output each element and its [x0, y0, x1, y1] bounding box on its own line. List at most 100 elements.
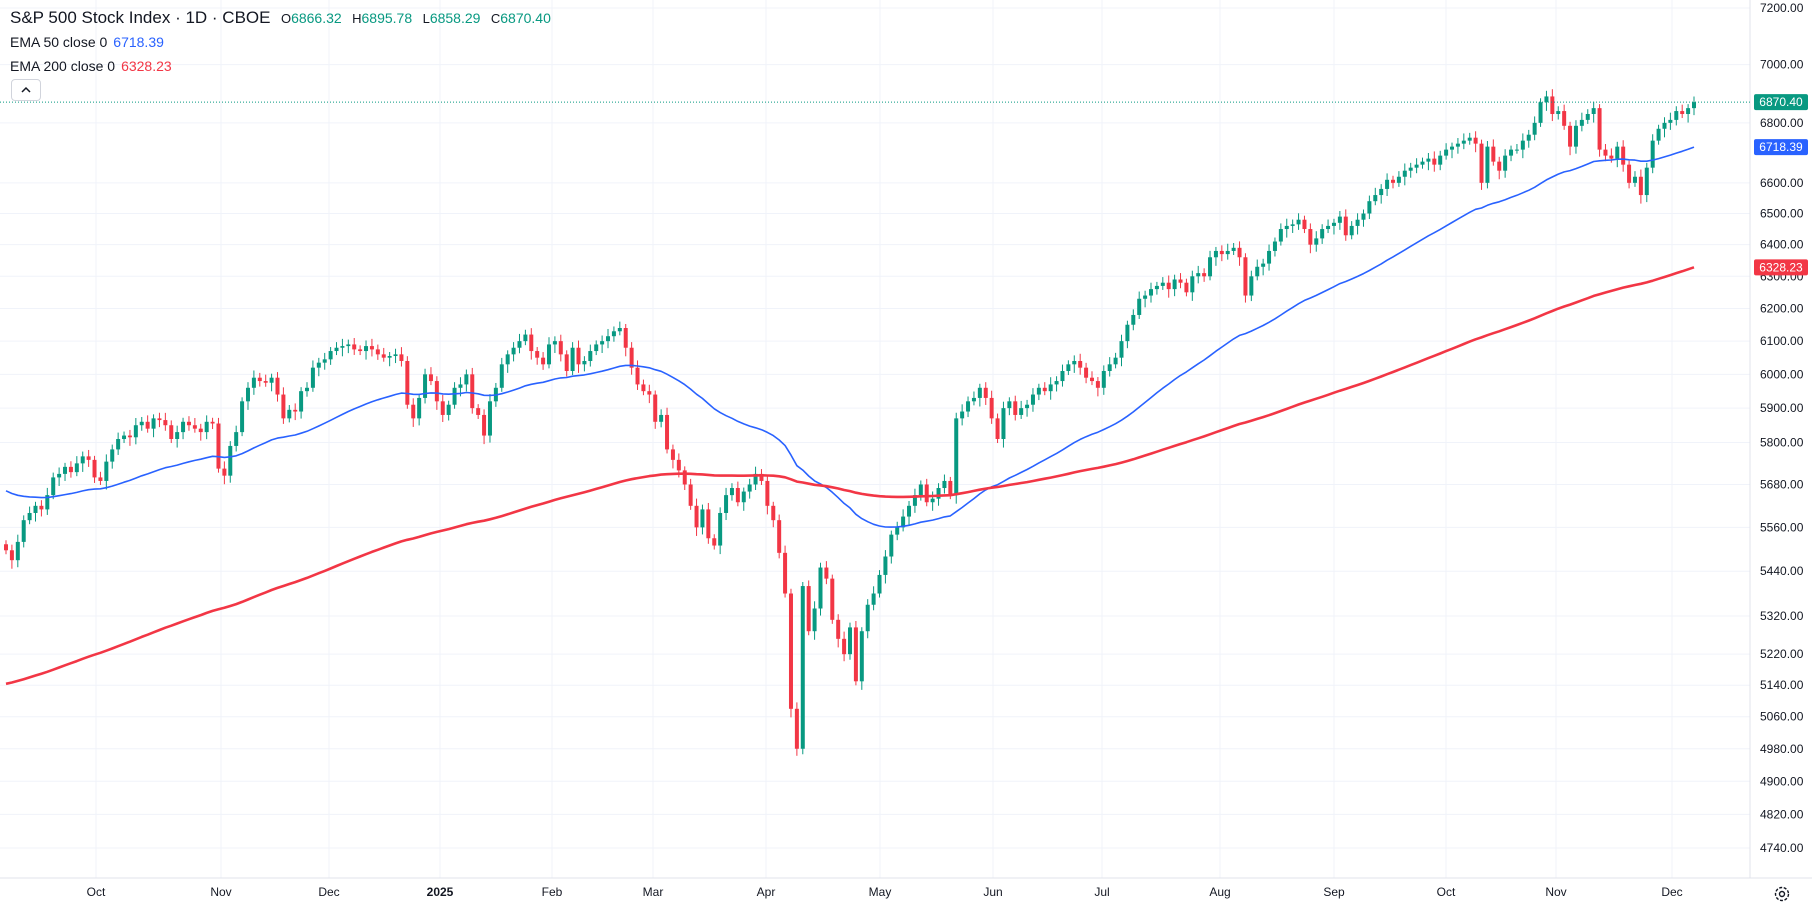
y-tick-label: 6500.00: [1760, 207, 1804, 221]
candle: [352, 338, 357, 355]
candle: [1692, 96, 1696, 116]
candle: [1190, 270, 1195, 301]
candle: [600, 335, 605, 353]
candle: [1674, 106, 1679, 126]
candle: [145, 415, 150, 433]
candle: [1426, 153, 1431, 171]
symbol-title[interactable]: S&P 500 Stock Index · 1D · CBOE: [10, 8, 271, 27]
ema200-legend[interactable]: EMA 200 close 0 6328.23: [10, 54, 551, 78]
y-tick-label: 4740.00: [1760, 841, 1804, 855]
candle: [464, 369, 469, 392]
ema50-badge: 6718.39: [1754, 139, 1808, 156]
candle: [995, 413, 1000, 444]
candle: [328, 347, 333, 365]
candle: [1149, 282, 1154, 303]
x-tick-label: Aug: [1209, 885, 1230, 899]
candle: [783, 545, 788, 598]
candle: [186, 416, 191, 431]
candle: [511, 342, 516, 362]
candle: [446, 400, 451, 421]
candle: [364, 340, 369, 360]
y-tick-label: 6100.00: [1760, 334, 1804, 348]
candle: [1408, 162, 1413, 178]
candle: [1107, 357, 1112, 377]
x-tick-label: Oct: [87, 885, 106, 899]
candle: [1166, 275, 1171, 298]
candle: [1208, 250, 1213, 281]
candle: [169, 420, 174, 444]
ema50-legend[interactable]: EMA 50 close 0 6718.39: [10, 30, 551, 54]
candle: [777, 514, 782, 559]
ema200-line[interactable]: [5, 266, 1695, 686]
candle: [1060, 364, 1065, 387]
x-tick-label: Jul: [1094, 885, 1109, 899]
candle: [1007, 397, 1012, 416]
candle: [163, 412, 168, 431]
candle: [1621, 140, 1626, 172]
candle: [1420, 157, 1425, 169]
ema200-label: EMA 200 close 0: [10, 58, 116, 74]
y-tick-label: 4980.00: [1760, 742, 1804, 756]
candle: [1349, 221, 1354, 240]
candle: [1650, 134, 1655, 174]
open-label: O: [280, 11, 292, 26]
candle: [63, 462, 68, 481]
candle: [564, 350, 569, 377]
candle: [865, 599, 870, 639]
candle: [1213, 246, 1218, 266]
candle: [33, 501, 38, 522]
candle: [1526, 129, 1531, 148]
candle: [966, 396, 971, 418]
candle: [1579, 112, 1584, 132]
candle: [977, 383, 982, 407]
candle: [788, 588, 793, 718]
candle: [930, 491, 935, 511]
candle: [1119, 334, 1124, 367]
candle: [1680, 104, 1685, 119]
candle: [1538, 98, 1543, 127]
candle: [210, 417, 215, 430]
x-tick-label: 2025: [427, 885, 454, 899]
candle: [1591, 101, 1596, 123]
legend-collapse-button[interactable]: [11, 79, 41, 101]
candle: [1467, 132, 1472, 145]
candle: [1261, 258, 1266, 276]
candle: [1355, 213, 1360, 235]
candle: [1231, 242, 1236, 255]
candle: [39, 500, 44, 517]
candle: [1036, 383, 1041, 401]
candle: [670, 444, 675, 469]
candle: [287, 405, 292, 423]
candle: [1249, 270, 1254, 302]
candle: [375, 344, 380, 360]
candle: [848, 622, 852, 660]
x-tick-label: Nov: [210, 885, 231, 899]
x-tick-label: Mar: [643, 885, 664, 899]
candle: [1414, 158, 1419, 174]
candle: [1125, 320, 1130, 349]
candle: [588, 344, 593, 367]
candle: [1662, 117, 1667, 138]
low-value: 6858.29: [429, 10, 481, 26]
candle: [694, 498, 699, 536]
ema50-label: EMA 50 close 0: [10, 34, 108, 50]
candle: [110, 444, 115, 469]
ema50-line[interactable]: [5, 146, 1695, 528]
high-label: H: [352, 11, 362, 26]
candle: [1308, 223, 1313, 254]
close-value: 6870.40: [500, 10, 551, 26]
y-tick-label: 5900.00: [1760, 401, 1804, 415]
candle: [558, 334, 563, 362]
candle: [1686, 104, 1691, 123]
y-tick-label: 6800.00: [1760, 116, 1804, 130]
candle: [1603, 144, 1608, 162]
candle: [1532, 116, 1537, 141]
candle: [198, 423, 203, 441]
candle: [1219, 245, 1224, 262]
candle: [157, 412, 162, 428]
gear-icon[interactable]: [1772, 884, 1792, 904]
candle: [1509, 145, 1514, 162]
candle: [1361, 209, 1366, 227]
candle: [1054, 376, 1059, 392]
